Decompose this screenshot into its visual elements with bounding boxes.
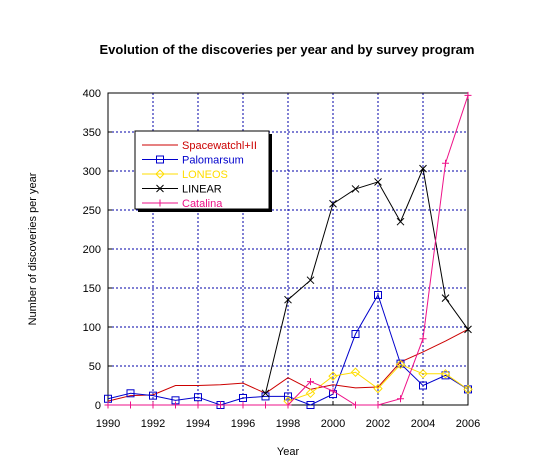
data-point — [149, 391, 157, 400]
data-point — [418, 369, 428, 379]
data-point — [464, 325, 472, 334]
data-point — [373, 383, 383, 394]
data-point — [441, 371, 450, 380]
data-point — [395, 359, 406, 370]
series-line — [265, 166, 469, 394]
x-axis: 1990 1992 1994 1996 1998 2000 2002 2004 2006 — [96, 401, 480, 430]
data-point — [127, 401, 134, 409]
data-point — [172, 401, 179, 409]
data-point — [284, 392, 292, 401]
data-point — [440, 369, 451, 379]
legend-label: Spacewatchl+II — [182, 140, 257, 152]
data-point — [262, 401, 269, 409]
data-point — [329, 387, 337, 395]
legend-marker — [156, 184, 164, 193]
legend-box — [134, 130, 270, 210]
legend-label: Palomarsum — [182, 155, 244, 167]
legend-label: Catalina — [182, 198, 223, 210]
legend-marker — [155, 169, 165, 179]
data-point — [149, 401, 157, 409]
data-point — [328, 371, 338, 381]
data-point — [306, 401, 315, 409]
data-point — [374, 291, 382, 300]
y-tick-label: 300 — [83, 166, 101, 178]
data-point — [374, 178, 382, 186]
y-tick-label: 150 — [83, 283, 101, 295]
data-point — [397, 395, 404, 403]
y-tick-label: 250 — [83, 205, 101, 217]
data-point — [441, 294, 450, 302]
series-catalina — [104, 91, 472, 409]
y-tick-label: 50 — [89, 361, 101, 373]
data-point — [464, 91, 472, 99]
data-point — [463, 384, 473, 395]
series-loneos — [283, 359, 473, 406]
legend-item: LINEAR — [142, 184, 222, 196]
series-line — [287, 363, 469, 402]
legend-marker — [156, 155, 164, 164]
legend-item: Spacewatchl+II — [142, 140, 257, 152]
legend-label: LONEOS — [182, 169, 228, 181]
data-point — [306, 276, 315, 285]
chart-title: Evolution of the discoveries per year an… — [100, 42, 475, 57]
x-tick-label: 2002 — [366, 418, 390, 430]
series-spacewatchl-ii — [107, 328, 469, 402]
legend-item: LONEOS — [142, 169, 228, 181]
series-group — [104, 91, 473, 409]
data-point — [374, 401, 382, 409]
data-point — [305, 388, 316, 399]
legend-label: LINEAR — [182, 184, 222, 196]
data-point — [350, 367, 361, 377]
data-point — [239, 401, 247, 409]
data-point — [329, 199, 337, 208]
data-point — [261, 389, 270, 398]
data-point — [104, 401, 112, 409]
series-line — [107, 328, 469, 402]
legend-item: Palomarsum — [142, 155, 244, 167]
x-tick-label: 1994 — [186, 418, 210, 430]
y-tick-label: 350 — [83, 127, 101, 139]
series-linear — [261, 164, 472, 398]
data-point — [284, 295, 292, 304]
y-axis-label: Number of discoveries per year — [27, 172, 39, 325]
data-point — [351, 330, 360, 339]
y-tick-label: 100 — [83, 322, 101, 334]
x-tick-label: 2006 — [456, 418, 480, 430]
data-point — [284, 401, 292, 409]
y-axis: 0 50 100 150 200 250 300 350 400 — [83, 88, 112, 412]
x-tick-label: 1992 — [141, 418, 165, 430]
data-point — [307, 378, 314, 386]
x-tick-label: 2004 — [411, 418, 435, 430]
data-point — [239, 393, 247, 402]
data-point — [351, 185, 360, 193]
data-point — [194, 401, 202, 409]
x-axis-label: Year — [277, 446, 300, 458]
data-point — [194, 393, 202, 402]
data-point — [419, 335, 427, 343]
y-tick-label: 400 — [83, 88, 101, 100]
data-point — [419, 164, 427, 173]
y-tick-label: 200 — [83, 244, 101, 256]
data-point — [217, 401, 224, 409]
data-point — [126, 389, 135, 398]
data-point — [396, 217, 405, 226]
legend-marker — [156, 199, 164, 207]
legend-item: Catalina — [142, 198, 223, 210]
x-tick-label: 1996 — [231, 418, 255, 430]
x-tick-label: 2000 — [321, 418, 345, 430]
data-point — [352, 401, 359, 409]
y-tick-label: 0 — [95, 400, 101, 412]
data-point — [419, 381, 427, 390]
x-tick-label: 1998 — [276, 418, 300, 430]
x-tick-label: 1990 — [96, 418, 120, 430]
data-point — [442, 159, 449, 167]
legend: Spacewatchl+II Palomarsum LONEOS LINEAR Cata… — [134, 130, 272, 212]
